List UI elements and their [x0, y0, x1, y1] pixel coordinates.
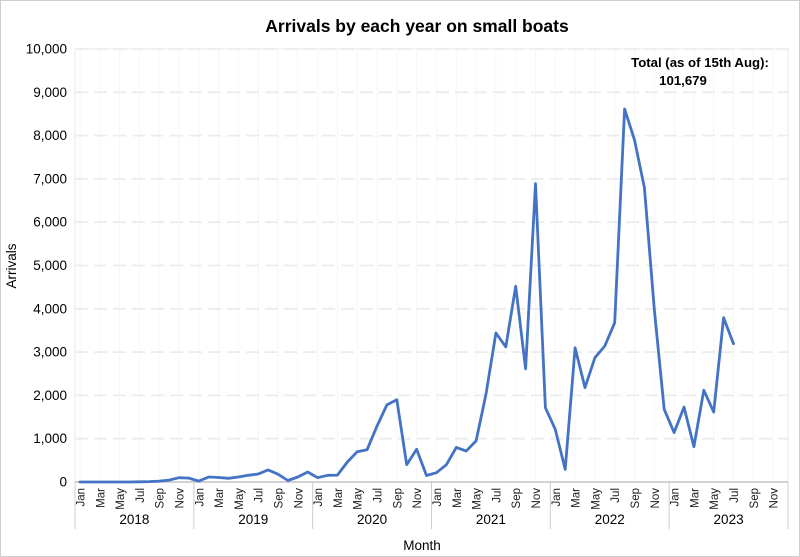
month-tick-label: Jul — [135, 488, 147, 503]
month-tick-label: Jan — [194, 488, 206, 507]
year-label: 2021 — [476, 512, 506, 527]
annotation-total-value: 101,679 — [659, 73, 707, 88]
y-tick-label: 3,000 — [33, 345, 67, 360]
month-tick-label: Mar — [689, 488, 701, 508]
y-tick-label: 9,000 — [33, 85, 67, 100]
month-tick-label: Mar — [95, 488, 107, 508]
series-layer — [78, 107, 735, 484]
y-tick-label: 6,000 — [33, 215, 67, 230]
month-tick-label: Nov — [174, 488, 186, 509]
month-tick-label: Mar — [571, 488, 583, 508]
gridlines-layer — [74, 48, 789, 483]
year-label: 2019 — [238, 512, 268, 527]
month-tick-label: Sep — [392, 488, 404, 508]
year-label: 2020 — [357, 512, 387, 527]
y-tick-label: 4,000 — [33, 301, 67, 316]
axes-layer: 0 1,000 2,000 3,000 4,000 5,000 6,000 7,000 8,00… — [26, 42, 789, 529]
month-tick-label: Sep — [749, 488, 761, 508]
month-tick-label: Jul — [373, 488, 385, 503]
month-tick-label: Jan — [432, 488, 444, 507]
y-tick-label: 5,000 — [33, 258, 67, 273]
month-tick-label: May — [353, 488, 365, 510]
month-tick-label: May — [590, 488, 602, 510]
y-tick-label: 1,000 — [33, 431, 67, 446]
y-tick-label: 7,000 — [33, 171, 67, 186]
y-tick-label: 0 — [59, 475, 67, 490]
y-tick-label: 2,000 — [33, 388, 67, 403]
year-label: 2023 — [714, 512, 744, 527]
month-tick-label: Mar — [333, 488, 345, 508]
month-tick-label: Jan — [670, 488, 682, 507]
month-tick-label: May — [115, 488, 127, 510]
month-tick-label: Jan — [313, 488, 325, 507]
y-tick-label: 10,000 — [26, 42, 67, 57]
month-tick-label: Sep — [274, 488, 286, 508]
arrivals-data-line — [78, 107, 735, 484]
annotation-total-label: Total (as of 15th Aug): — [631, 55, 769, 70]
chart-title: Arrivals by each year on small boats — [265, 16, 569, 36]
month-tick-label: Sep — [630, 488, 642, 508]
month-tick-label: Nov — [650, 488, 662, 509]
month-tick-label: Jan — [75, 488, 87, 507]
month-tick-label: Sep — [155, 488, 167, 508]
month-tick-label: Nov — [769, 488, 781, 509]
month-tick-label: Jul — [254, 488, 266, 503]
month-tick-label: Mar — [452, 488, 464, 508]
month-tick-label: Jul — [491, 488, 503, 503]
month-tick-label: Mar — [214, 488, 226, 508]
month-tick-label: Sep — [511, 488, 523, 508]
month-tick-label: May — [234, 488, 246, 510]
y-axis-title: Arrivals — [4, 243, 19, 288]
x-axis-title: Month — [403, 538, 441, 553]
month-tick-label: Jul — [729, 488, 741, 503]
month-tick-label: May — [472, 488, 484, 510]
month-tick-label: May — [709, 488, 721, 510]
month-tick-label: Nov — [531, 488, 543, 509]
year-label: 2022 — [595, 512, 625, 527]
month-tick-label: Jan — [551, 488, 563, 507]
month-tick-label: Nov — [293, 488, 305, 509]
y-tick-label: 8,000 — [33, 128, 67, 143]
month-tick-label: Jul — [610, 488, 622, 503]
month-tick-label: Nov — [412, 488, 424, 509]
year-label: 2018 — [119, 512, 149, 527]
